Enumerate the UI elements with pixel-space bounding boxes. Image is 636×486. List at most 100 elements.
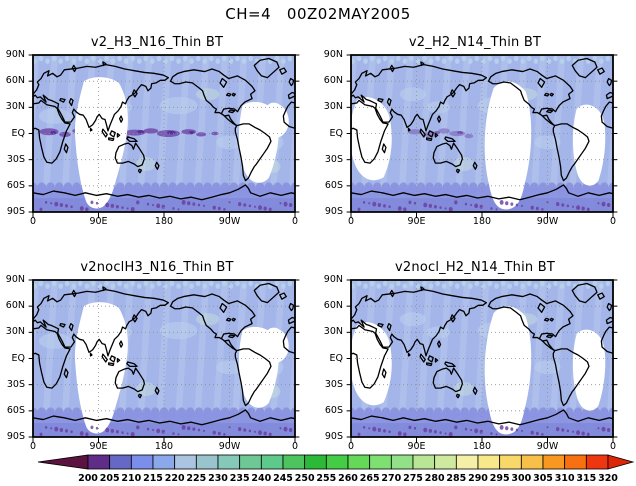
panel-title: v2noclH3_N16_Thin BT [80,260,234,275]
lon-tick-label: 90E [407,216,426,227]
lat-tick-label: 30S [6,378,25,390]
lat-tick-label: 60S [324,404,343,416]
lon-tick-label: 90E [89,216,108,227]
latitude-axis: 90N 60N 30N EQ 30S 60S 90S [0,274,30,442]
colorbar-tick-label: 225 [186,473,206,484]
panel-title: v2_H3_N16_Thin BT [90,35,224,50]
lat-tick-label: 90N [5,49,25,60]
lon-tick-label: 0 [291,216,299,227]
colorbar-tick-label: 240 [251,473,271,484]
lat-tick-label: EQ [11,352,25,364]
lon-tick-label: 0 [609,216,617,227]
colorbar-tick-label: 265 [360,473,380,484]
colorbar-tick-label: 300 [511,473,531,484]
lon-tick-label: 90E [407,441,426,452]
lon-tick-label: 0 [29,441,37,452]
lon-tick-label: 0 [29,216,37,227]
colorbar-tick-label: 255 [316,473,336,484]
colorbar-tick-label: 205 [100,473,120,484]
lon-tick-label: 90W [218,216,241,227]
lat-tick-label: 60S [6,179,25,191]
colorbar-tick-label: 245 [273,473,293,484]
colorbar-tick-label: 210 [121,473,141,484]
lat-tick-label: 90N [5,274,25,285]
world-map-svg [351,280,613,437]
colorbar-tick-label: 320 [598,473,618,484]
lat-tick-label: 60N [5,300,25,312]
lat-tick-label: 60N [323,75,343,87]
panel-v2nocl-h3-n16: v2noclH3_N16_Thin BT 90N 60N 30N EQ 30S 60S 90… [0,253,318,463]
panel-v2nocl-h2-n14: v2nocl_H2_N14_Thin BT 90N 60N 30N EQ 30S 60S 9… [318,253,636,463]
panel-title: v2nocl_H2_N14_Thin BT [395,260,555,275]
lon-tick-label: 90W [536,216,559,227]
lat-tick-label: 60N [323,300,343,312]
lat-tick-label: 30S [324,153,343,165]
lat-tick-label: 90S [324,206,343,217]
lon-tick-label: 0 [347,441,355,452]
lat-tick-label: 30N [323,326,343,338]
lat-tick-label: 30N [5,326,25,338]
lon-tick-label: 180 [472,216,492,227]
latitude-axis: 90N 60N 30N EQ 30S 60S 90S [318,274,348,442]
lat-tick-label: 60S [6,404,25,416]
world-map-svg [33,280,295,437]
colorbar-tick-label: 295 [490,473,510,484]
lat-tick-label: EQ [11,127,25,139]
lat-tick-label: 90N [323,49,343,60]
colorbar-tick-label: 315 [576,473,596,484]
lon-tick-label: 180 [154,216,174,227]
longitude-axis: 0 90E 180 90W 0 [30,440,298,454]
colorbar-tick-label: 230 [208,473,228,484]
colorbar-tick-label: 290 [468,473,488,484]
lat-tick-label: 30N [323,101,343,113]
world-map-svg [351,55,613,212]
lat-tick-label: 30S [6,153,25,165]
lat-tick-label: 90S [324,431,343,442]
lon-tick-label: 90W [218,441,241,452]
colorbar-tick-label: 280 [425,473,445,484]
lat-tick-label: EQ [329,352,343,364]
colorbar-svg: 200 205 210 215 220 225 230 235 240 245 250 255 260 2… [37,454,635,484]
colorbar-tick-label: 250 [295,473,315,484]
lat-tick-label: 60N [5,75,25,87]
latitude-axis: 90N 60N 30N EQ 30S 60S 90S [0,49,30,217]
colorbar-tick-label: 310 [555,473,575,484]
colorbar-tick-label: 215 [143,473,163,484]
colorbar-tick-label: 235 [230,473,250,484]
world-map-svg [33,55,295,212]
colorbar-tick-label: 220 [165,473,185,484]
lat-tick-label: EQ [329,127,343,139]
panel-v2-h3-n16: v2_H3_N16_Thin BT 90N 60N 30N EQ 30S 60S 90S 0… [0,28,318,238]
longitude-axis: 0 90E 180 90W 0 [30,215,298,229]
longitude-axis: 0 90E 180 90W 0 [348,440,616,454]
lat-tick-label: 90S [6,431,25,442]
figure-title: CH=4 00Z02MAY2005 [225,5,411,23]
panel-title: v2_H2_N14_Thin BT [408,35,542,50]
lat-tick-label: 90N [323,274,343,285]
panel-v2-h2-n14: v2_H2_N14_Thin BT 90N 60N 30N EQ 30S 60S 90S 0… [318,28,636,238]
map-canvas [33,55,295,212]
lon-tick-label: 0 [609,441,617,452]
lon-tick-label: 0 [291,441,299,452]
lon-tick-label: 0 [347,216,355,227]
longitude-axis: 0 90E 180 90W 0 [348,215,616,229]
lon-tick-label: 90E [89,441,108,452]
map-canvas [351,280,613,437]
map-canvas [351,55,613,212]
colorbar-tick-label: 260 [338,473,358,484]
lat-tick-label: 60S [324,179,343,191]
colorbar: 200 205 210 215 220 225 230 235 240 245 250 255 260 2… [0,451,636,485]
latitude-axis: 90N 60N 30N EQ 30S 60S 90S [318,49,348,217]
colorbar-tick-label: 285 [446,473,466,484]
lat-tick-label: 30N [5,101,25,113]
lon-tick-label: 90W [536,441,559,452]
colorbar-tick-label: 275 [403,473,423,484]
lat-tick-label: 30S [324,378,343,390]
lat-tick-label: 90S [6,206,25,217]
map-canvas [33,280,295,437]
lon-tick-label: 180 [154,441,174,452]
colorbar-tick-label: 305 [533,473,553,484]
lon-tick-label: 180 [472,441,492,452]
colorbar-tick-label: 200 [78,473,98,484]
